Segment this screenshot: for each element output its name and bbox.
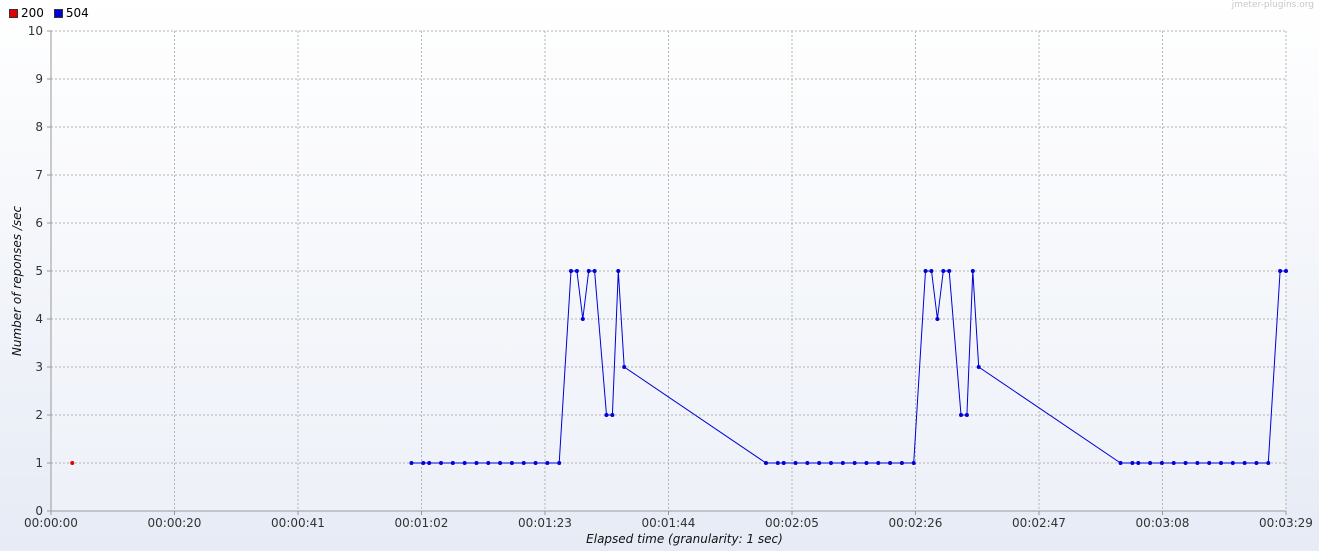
- x-tick-label: 00:01:02: [395, 516, 449, 530]
- data-point-504: [604, 413, 609, 417]
- data-point-504: [557, 461, 562, 465]
- data-point-504: [462, 461, 467, 465]
- data-point-504: [486, 461, 491, 465]
- y-tick-label: 4: [35, 312, 43, 326]
- y-tick-label: 8: [35, 120, 43, 134]
- x-tick-label: 00:01:23: [518, 516, 572, 530]
- data-point-504: [586, 269, 591, 273]
- legend-label-200: 200: [21, 6, 44, 20]
- data-point-504: [580, 317, 585, 321]
- data-point-504: [947, 269, 952, 273]
- data-point-200: [70, 461, 75, 465]
- chart-legend: 200 504: [9, 6, 93, 20]
- data-point-504: [521, 461, 526, 465]
- data-point-504: [876, 461, 881, 465]
- y-tick-label: 10: [28, 24, 43, 38]
- data-point-504: [498, 461, 503, 465]
- data-point-504: [1171, 461, 1176, 465]
- y-axis-title: Number of reponses /sec: [10, 205, 24, 356]
- data-point-504: [622, 365, 627, 369]
- data-point-504: [569, 269, 573, 273]
- data-point-504: [899, 461, 904, 465]
- legend-label-504: 504: [65, 6, 89, 20]
- legend-item-200[interactable]: 200: [9, 6, 44, 20]
- data-point-504: [427, 461, 432, 465]
- data-point-504: [1284, 269, 1288, 273]
- data-point-504: [450, 461, 455, 465]
- legend-swatch-200: [9, 8, 18, 18]
- data-point-504: [439, 461, 443, 465]
- y-tick-label: 1: [35, 456, 43, 470]
- data-point-504: [1148, 461, 1153, 465]
- data-point-504: [781, 461, 786, 465]
- x-tick-label: 00:02:47: [1012, 516, 1066, 530]
- data-point-504: [545, 461, 550, 465]
- data-point-504: [1183, 461, 1188, 465]
- data-point-504: [1219, 461, 1223, 465]
- data-point-504: [1195, 461, 1200, 465]
- data-point-504: [1130, 461, 1135, 465]
- data-point-504: [829, 461, 833, 465]
- data-point-504: [1230, 461, 1235, 465]
- x-tick-label: 00:00:41: [271, 516, 325, 530]
- data-point-504: [764, 461, 768, 465]
- x-tick-label: 00:03:08: [1136, 516, 1190, 530]
- data-point-504: [923, 269, 928, 273]
- data-point-504: [805, 461, 810, 465]
- y-tick-label: 0: [35, 504, 43, 518]
- data-point-504: [852, 461, 857, 465]
- data-point-504: [1118, 461, 1123, 465]
- x-axis-title: Elapsed time (granularity: 1 sec): [586, 532, 783, 546]
- x-tick-label: 00:01:44: [642, 516, 696, 530]
- data-point-504: [929, 269, 934, 273]
- data-point-504: [941, 269, 946, 273]
- x-tick-label: 00:00:00: [24, 516, 78, 530]
- data-point-504: [864, 461, 869, 465]
- watermark: jmeter-plugins.org: [1231, 0, 1314, 10]
- data-point-504: [574, 269, 579, 273]
- legend-swatch-504: [53, 8, 63, 18]
- data-point-504: [1278, 269, 1283, 273]
- data-point-504: [592, 269, 597, 273]
- data-point-504: [935, 317, 940, 321]
- data-point-504: [970, 269, 975, 273]
- data-point-504: [888, 461, 893, 465]
- y-tick-label: 2: [35, 408, 43, 422]
- data-point-504: [976, 365, 981, 369]
- x-tick-label: 00:02:26: [889, 516, 943, 530]
- data-point-504: [421, 461, 426, 465]
- data-point-504: [610, 413, 615, 417]
- data-point-504: [793, 461, 798, 465]
- data-point-504: [964, 413, 969, 417]
- data-point-504: [911, 461, 916, 465]
- data-point-504: [616, 269, 621, 273]
- data-point-504: [840, 461, 845, 465]
- data-point-504: [1254, 461, 1259, 465]
- y-tick-label: 5: [35, 264, 43, 278]
- data-point-504: [509, 461, 514, 465]
- x-tick-label: 00:00:20: [148, 516, 202, 530]
- data-point-504: [1159, 461, 1164, 465]
- data-point-504: [1242, 461, 1247, 465]
- y-tick-label: 3: [35, 360, 43, 374]
- y-tick-label: 6: [35, 216, 43, 230]
- data-point-504: [817, 461, 822, 465]
- data-point-504: [409, 461, 414, 465]
- data-point-504: [1207, 461, 1212, 465]
- data-point-504: [1266, 461, 1271, 465]
- data-point-504: [1136, 461, 1141, 465]
- x-tick-label: 00:03:29: [1259, 516, 1313, 530]
- legend-item-504[interactable]: 504: [53, 6, 89, 20]
- y-tick-label: 9: [35, 72, 43, 86]
- data-point-504: [474, 461, 479, 465]
- data-point-504: [775, 461, 780, 465]
- data-point-504: [959, 413, 963, 417]
- data-point-504: [533, 461, 538, 465]
- y-tick-label: 7: [35, 168, 43, 182]
- x-tick-label: 00:02:05: [765, 516, 819, 530]
